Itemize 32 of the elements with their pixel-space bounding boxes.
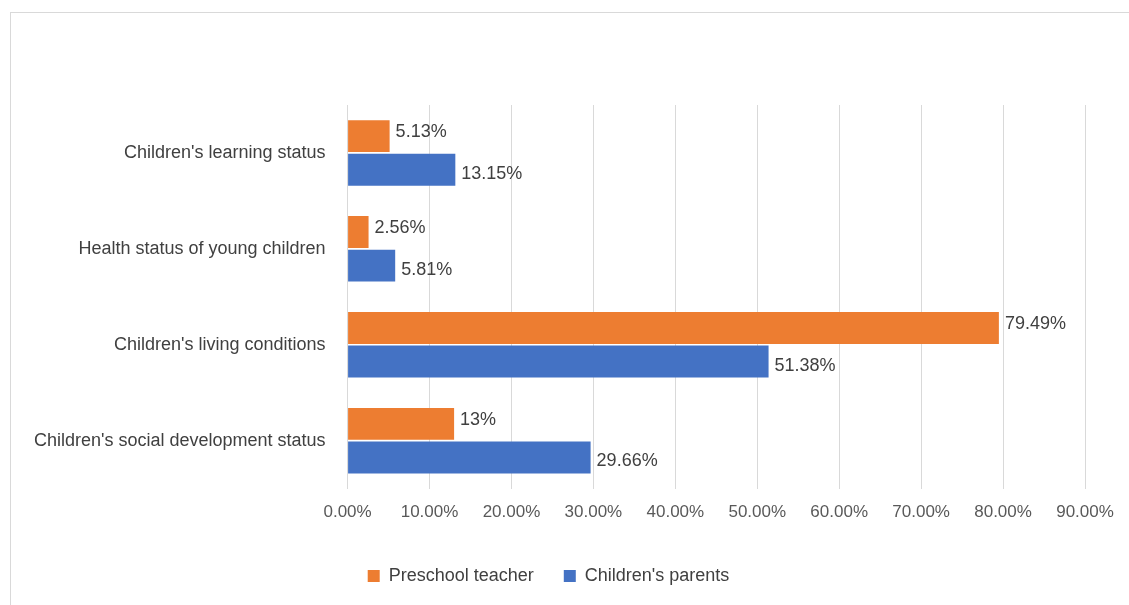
data-label: 2.56%: [374, 217, 426, 238]
x-tick-label: 70.00%: [892, 502, 950, 522]
bar: [348, 441, 591, 474]
y-tick-label: Children's living conditions: [114, 333, 326, 354]
y-tick-label: Children's social development status: [33, 429, 326, 450]
data-label: 51.38%: [774, 354, 836, 375]
x-tick-label: 90.00%: [1056, 502, 1114, 522]
bar: [348, 345, 769, 378]
x-tick-label: 20.00%: [482, 502, 541, 522]
bar: [348, 249, 396, 282]
data-label: 79.49%: [1004, 312, 1066, 333]
x-tick-label: 60.00%: [810, 502, 869, 522]
legend-label: Preschool teacher: [388, 564, 534, 585]
legend-label: Children's parents: [584, 564, 730, 585]
data-label: 5.81%: [401, 258, 453, 279]
x-tick-label: 80.00%: [974, 502, 1032, 522]
x-tick-label: 0.00%: [323, 502, 372, 522]
y-tick-label: Health status of young children: [78, 237, 326, 258]
x-tick-label: 10.00%: [400, 502, 459, 522]
bar: [348, 153, 456, 186]
data-label: 13%: [460, 408, 497, 429]
y-tick-label: Children's learning status: [124, 141, 326, 162]
bar: [348, 216, 369, 249]
bar: [348, 407, 455, 440]
x-tick-label: 40.00%: [646, 502, 705, 522]
x-tick-label: 50.00%: [728, 502, 787, 522]
data-label: 29.66%: [596, 450, 658, 471]
data-label: 13.15%: [461, 162, 523, 183]
bar: [348, 312, 999, 344]
bar: [348, 120, 390, 153]
data-label: 5.13%: [395, 121, 447, 142]
x-tick-label: 30.00%: [564, 502, 623, 522]
